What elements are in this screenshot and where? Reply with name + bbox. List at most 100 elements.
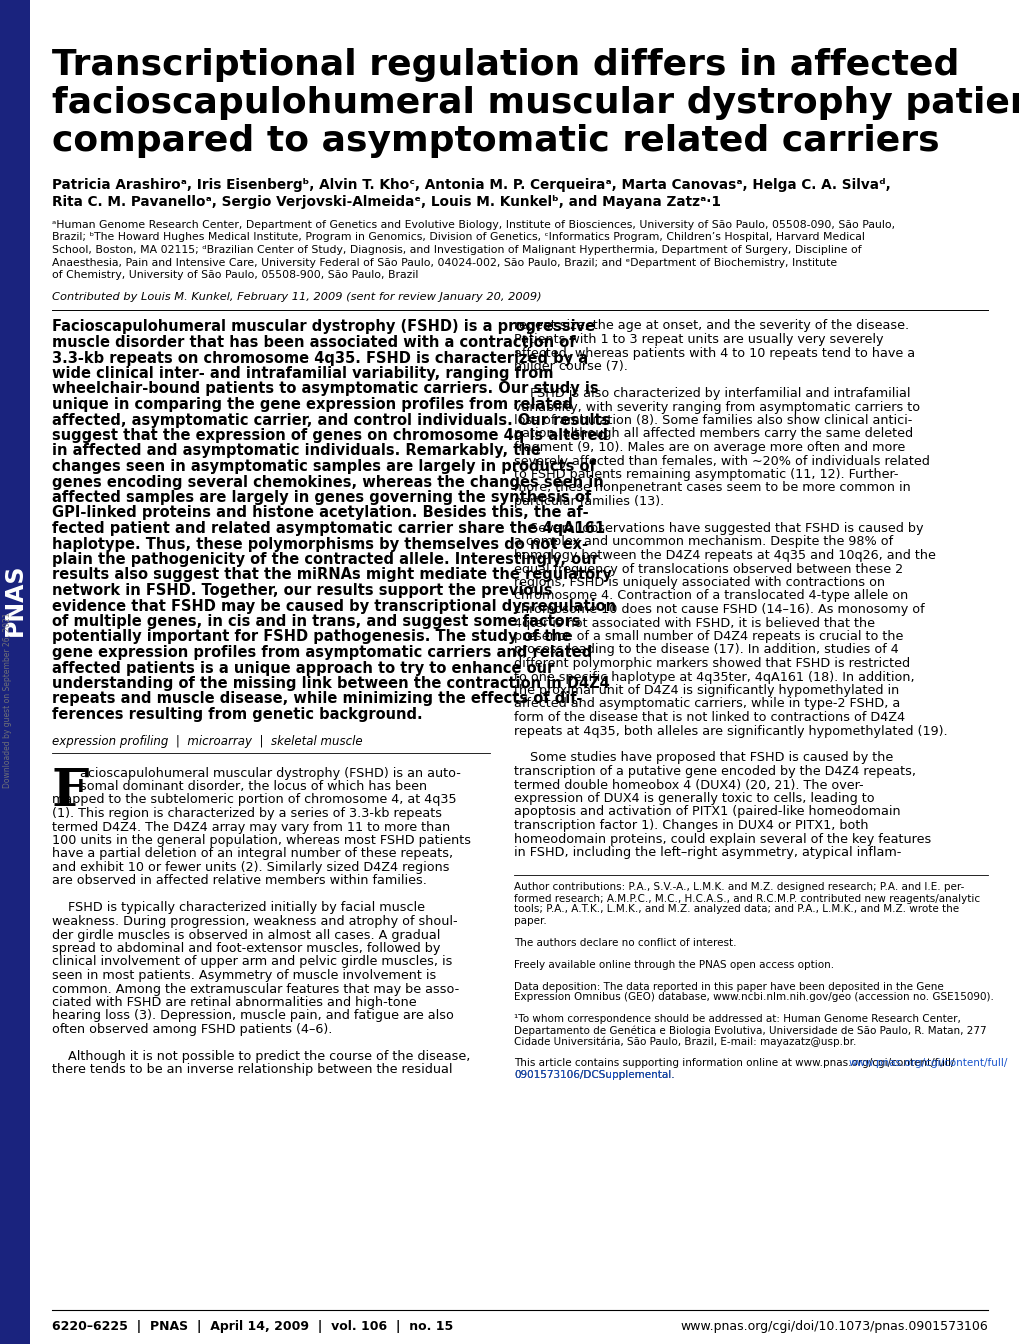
Text: ᵃHuman Genome Research Center, Department of Genetics and Evolutive Biology, Ins: ᵃHuman Genome Research Center, Departmen… bbox=[52, 220, 895, 230]
Text: facioscapulohumeral muscular dystrophy patients: facioscapulohumeral muscular dystrophy p… bbox=[52, 86, 1019, 120]
Text: results also suggest that the miRNAs might mediate the regulatory: results also suggest that the miRNAs mig… bbox=[52, 567, 611, 582]
Text: seen in most patients. Asymmetry of muscle involvement is: seen in most patients. Asymmetry of musc… bbox=[52, 969, 436, 982]
Text: a complex and uncommon mechanism. Despite the 98% of: a complex and uncommon mechanism. Despit… bbox=[514, 535, 893, 548]
Text: Patients with 1 to 3 repeat units are usually very severely: Patients with 1 to 3 repeat units are us… bbox=[514, 333, 882, 345]
Text: transcription of a putative gene encoded by the D4Z4 repeats,: transcription of a putative gene encoded… bbox=[514, 765, 915, 778]
Text: affected and asymptomatic carriers, while in type-2 FSHD, a: affected and asymptomatic carriers, whil… bbox=[514, 698, 900, 711]
Text: termed D4Z4. The D4Z4 array may vary from 11 to more than: termed D4Z4. The D4Z4 array may vary fro… bbox=[52, 820, 449, 833]
Text: School, Boston, MA 02115; ᵈBrazilian Center of Study, Diagnosis, and Investigati: School, Boston, MA 02115; ᵈBrazilian Cen… bbox=[52, 245, 861, 255]
Text: process leading to the disease (17). In addition, studies of 4: process leading to the disease (17). In … bbox=[514, 644, 898, 656]
Bar bbox=[0, 0, 30, 1344]
Text: Brazil; ᵇThe Howard Hughes Medical Institute, Program in Genomics, Division of G: Brazil; ᵇThe Howard Hughes Medical Insti… bbox=[52, 233, 864, 242]
Text: FSHD is typically characterized initially by facial muscle: FSHD is typically characterized initiall… bbox=[52, 902, 425, 914]
Text: in affected and asymptomatic individuals. Remarkably, the: in affected and asymptomatic individuals… bbox=[52, 444, 540, 458]
Text: the proximal unit of D4Z4 is significantly hypomethylated in: the proximal unit of D4Z4 is significant… bbox=[514, 684, 899, 698]
Text: muscle disorder that has been associated with a contraction of: muscle disorder that has been associated… bbox=[52, 335, 575, 349]
Text: of Chemistry, University of São Paulo, 05508-900, São Paulo, Brazil: of Chemistry, University of São Paulo, 0… bbox=[52, 270, 418, 280]
Text: equal frequency of translocations observed between these 2: equal frequency of translocations observ… bbox=[514, 563, 902, 575]
Text: fected patient and related asymptomatic carrier share the 4qA161: fected patient and related asymptomatic … bbox=[52, 521, 604, 536]
Text: expression profiling  |  microarray  |  skeletal muscle: expression profiling | microarray | skel… bbox=[52, 735, 363, 747]
Text: chromosome 4. Contraction of a translocated 4-type allele on: chromosome 4. Contraction of a transloca… bbox=[514, 590, 907, 602]
Text: more, these nonpenetrant cases seem to be more common in: more, these nonpenetrant cases seem to b… bbox=[514, 481, 910, 495]
Text: apoptosis and activation of PITX1 (paired-like homeodomain: apoptosis and activation of PITX1 (paire… bbox=[514, 805, 900, 818]
Text: changes seen in asymptomatic samples are largely in products of: changes seen in asymptomatic samples are… bbox=[52, 460, 595, 474]
Text: fragment (9, 10). Males are on average more often and more: fragment (9, 10). Males are on average m… bbox=[514, 441, 905, 454]
Text: tools; P.A., A.T.K., L.M.K., and M.Z. analyzed data; and P.A., L.M.K., and M.Z. : tools; P.A., A.T.K., L.M.K., and M.Z. an… bbox=[514, 905, 958, 914]
Text: common. Among the extramuscular features that may be asso-: common. Among the extramuscular features… bbox=[52, 982, 459, 996]
Text: ciated with FSHD are retinal abnormalities and high-tone: ciated with FSHD are retinal abnormaliti… bbox=[52, 996, 416, 1009]
Text: Author contributions: P.A., S.V.-A., L.M.K. and M.Z. designed research; P.A. and: Author contributions: P.A., S.V.-A., L.M… bbox=[514, 883, 963, 892]
Text: presence of a small number of D4Z4 repeats is crucial to the: presence of a small number of D4Z4 repea… bbox=[514, 630, 903, 642]
Text: variability, with severity ranging from asymptomatic carriers to: variability, with severity ranging from … bbox=[514, 401, 919, 414]
Text: Departamento de Genética e Biologia Evolutiva, Universidade de São Paulo, R. Mat: Departamento de Genética e Biologia Evol… bbox=[514, 1025, 985, 1036]
Text: expression of DUX4 is generally toxic to cells, leading to: expression of DUX4 is generally toxic to… bbox=[514, 792, 873, 805]
Text: plain the pathogenicity of the contracted allele. Interestingly, our: plain the pathogenicity of the contracte… bbox=[52, 552, 598, 567]
Text: affected, asymptomatic carrier, and control individuals. Our results: affected, asymptomatic carrier, and cont… bbox=[52, 413, 609, 427]
Text: homeodomain proteins, could explain several of the key features: homeodomain proteins, could explain seve… bbox=[514, 832, 930, 845]
Text: network in FSHD. Together, our results support the previous: network in FSHD. Together, our results s… bbox=[52, 583, 552, 598]
Text: Several observations have suggested that FSHD is caused by: Several observations have suggested that… bbox=[514, 521, 922, 535]
Text: PNAS: PNAS bbox=[3, 563, 26, 636]
Text: loss of ambulation (8). Some families also show clinical antici-: loss of ambulation (8). Some families al… bbox=[514, 414, 911, 427]
Text: 4qter is not associated with FSHD, it is believed that the: 4qter is not associated with FSHD, it is… bbox=[514, 617, 874, 629]
Text: somal dominant disorder, the locus of which has been: somal dominant disorder, the locus of wh… bbox=[79, 780, 427, 793]
Text: GPI-linked proteins and histone acetylation. Besides this, the af-: GPI-linked proteins and histone acetylat… bbox=[52, 505, 588, 520]
Text: homology between the D4Z4 repeats at 4q35 and 10q26, and the: homology between the D4Z4 repeats at 4q3… bbox=[514, 548, 935, 562]
Text: formed research; A.M.P.C., M.C., H.C.A.S., and R.C.M.P. contributed new reagents: formed research; A.M.P.C., M.C., H.C.A.S… bbox=[514, 894, 979, 903]
Text: Expression Omnibus (GEO) database, www.ncbi.nlm.nih.gov/geo (accession no. GSE15: Expression Omnibus (GEO) database, www.n… bbox=[514, 992, 993, 1003]
Text: Although it is not possible to predict the course of the disease,: Although it is not possible to predict t… bbox=[52, 1050, 470, 1063]
Text: often observed among FSHD patients (4–6).: often observed among FSHD patients (4–6)… bbox=[52, 1023, 332, 1036]
Text: 6220–6225  |  PNAS  |  April 14, 2009  |  vol. 106  |  no. 15: 6220–6225 | PNAS | April 14, 2009 | vol.… bbox=[52, 1320, 452, 1333]
Text: Cidade Universitária, São Paulo, Brazil, E-mail: mayazatz@usp.br.: Cidade Universitária, São Paulo, Brazil,… bbox=[514, 1036, 856, 1047]
Text: are observed in affected relative members within families.: are observed in affected relative member… bbox=[52, 875, 427, 887]
Text: genes encoding several chemokines, whereas the changes seen in: genes encoding several chemokines, where… bbox=[52, 474, 603, 489]
Text: of multiple genes, in cis and in trans, and suggest some factors: of multiple genes, in cis and in trans, … bbox=[52, 614, 580, 629]
Text: 3.3-kb repeats on chromosome 4q35. FSHD is characterized by a: 3.3-kb repeats on chromosome 4q35. FSHD … bbox=[52, 351, 588, 366]
Text: gene expression profiles from asymptomatic carriers and related: gene expression profiles from asymptomat… bbox=[52, 645, 592, 660]
Text: Freely available online through the PNAS open access option.: Freely available online through the PNAS… bbox=[514, 960, 834, 969]
Text: pation, although all affected members carry the same deleted: pation, although all affected members ca… bbox=[514, 427, 912, 441]
Text: This article contains supporting information online at www.pnas.org/cgi/content/: This article contains supporting informa… bbox=[514, 1059, 954, 1068]
Text: haplotype. Thus, these polymorphisms by themselves do not ex-: haplotype. Thus, these polymorphisms by … bbox=[52, 536, 587, 551]
Text: termed double homeobox 4 (DUX4) (20, 21). The over-: termed double homeobox 4 (DUX4) (20, 21)… bbox=[514, 778, 863, 792]
Text: repeats at 4q35, both alleles are significantly hypomethylated (19).: repeats at 4q35, both alleles are signif… bbox=[514, 724, 947, 738]
Text: spread to abdominal and foot-extensor muscles, followed by: spread to abdominal and foot-extensor mu… bbox=[52, 942, 440, 956]
Text: Some studies have proposed that FSHD is caused by the: Some studies have proposed that FSHD is … bbox=[514, 751, 893, 765]
Text: repeats and muscle disease, while minimizing the effects of dif-: repeats and muscle disease, while minimi… bbox=[52, 692, 582, 707]
Text: potentially important for FSHD pathogenesis. The study of the: potentially important for FSHD pathogene… bbox=[52, 629, 572, 645]
Text: repeat size, the age at onset, and the severity of the disease.: repeat size, the age at onset, and the s… bbox=[514, 320, 908, 332]
Text: acioscapulohumeral muscular dystrophy (FSHD) is an auto-: acioscapulohumeral muscular dystrophy (F… bbox=[79, 766, 461, 780]
Text: to FSHD patients remaining asymptomatic (11, 12). Further-: to FSHD patients remaining asymptomatic … bbox=[514, 468, 898, 481]
Text: www.pnas.org/cgi/doi/10.1073/pnas.0901573106: www.pnas.org/cgi/doi/10.1073/pnas.090157… bbox=[680, 1320, 987, 1333]
Text: Transcriptional regulation differs in affected: Transcriptional regulation differs in af… bbox=[52, 48, 959, 82]
Text: regions, FSHD is uniquely associated with contractions on: regions, FSHD is uniquely associated wit… bbox=[514, 577, 884, 589]
Text: F: F bbox=[52, 766, 90, 817]
Text: affected samples are largely in genes governing the synthesis of: affected samples are largely in genes go… bbox=[52, 491, 591, 505]
Text: Data deposition: The data reported in this paper have been deposited in the Gene: Data deposition: The data reported in th… bbox=[514, 981, 943, 992]
Text: hearing loss (3). Depression, muscle pain, and fatigue are also: hearing loss (3). Depression, muscle pai… bbox=[52, 1009, 453, 1023]
Text: Rita C. M. Pavanelloᵃ, Sergio Verjovski-Almeidaᵉ, Louis M. Kunkelᵇ, and Mayana Z: Rita C. M. Pavanelloᵃ, Sergio Verjovski-… bbox=[52, 195, 720, 210]
Text: Facioscapulohumeral muscular dystrophy (FSHD) is a progressive: Facioscapulohumeral muscular dystrophy (… bbox=[52, 320, 594, 335]
Text: 100 units in the general population, whereas most FSHD patients: 100 units in the general population, whe… bbox=[52, 835, 471, 847]
Text: milder course (7).: milder course (7). bbox=[514, 360, 628, 374]
Text: Anaesthesia, Pain and Intensive Care, University Federal of São Paulo, 04024-002: Anaesthesia, Pain and Intensive Care, Un… bbox=[52, 258, 837, 267]
Text: weakness. During progression, weakness and atrophy of shoul-: weakness. During progression, weakness a… bbox=[52, 915, 458, 927]
Text: evidence that FSHD may be caused by transcriptional dysregulation: evidence that FSHD may be caused by tran… bbox=[52, 598, 615, 613]
Text: unique in comparing the gene expression profiles from related: unique in comparing the gene expression … bbox=[52, 396, 573, 413]
Text: Downloaded by guest on September 26, 2021: Downloaded by guest on September 26, 202… bbox=[3, 613, 12, 788]
Text: severely affected than females, with ∼20% of individuals related: severely affected than females, with ∼20… bbox=[514, 454, 929, 468]
Text: form of the disease that is not linked to contractions of D4Z4: form of the disease that is not linked t… bbox=[514, 711, 904, 724]
Text: der girdle muscles is observed in almost all cases. A gradual: der girdle muscles is observed in almost… bbox=[52, 929, 440, 942]
Text: affected, whereas patients with 4 to 10 repeats tend to have a: affected, whereas patients with 4 to 10 … bbox=[514, 347, 914, 359]
Text: wide clinical inter- and intrafamilial variability, ranging from: wide clinical inter- and intrafamilial v… bbox=[52, 366, 553, 380]
Text: chromosome 10 does not cause FSHD (14–16). As monosomy of: chromosome 10 does not cause FSHD (14–16… bbox=[514, 603, 923, 616]
Text: FSHD is also characterized by interfamilial and intrafamilial: FSHD is also characterized by interfamil… bbox=[514, 387, 910, 401]
Text: and exhibit 10 or fewer units (2). Similarly sized D4Z4 regions: and exhibit 10 or fewer units (2). Simil… bbox=[52, 862, 449, 874]
Text: affected patients is a unique approach to try to enhance our: affected patients is a unique approach t… bbox=[52, 660, 553, 676]
Text: suggest that the expression of genes on chromosome 4q is altered: suggest that the expression of genes on … bbox=[52, 427, 607, 444]
Text: particular families (13).: particular families (13). bbox=[514, 495, 663, 508]
Text: clinical involvement of upper arm and pelvic girdle muscles, is: clinical involvement of upper arm and pe… bbox=[52, 956, 452, 969]
Text: mapped to the subtelomeric portion of chromosome 4, at 4q35: mapped to the subtelomeric portion of ch… bbox=[52, 793, 457, 806]
Text: ferences resulting from genetic background.: ferences resulting from genetic backgrou… bbox=[52, 707, 422, 722]
Text: transcription factor 1). Changes in DUX4 or PITX1, both: transcription factor 1). Changes in DUX4… bbox=[514, 818, 867, 832]
